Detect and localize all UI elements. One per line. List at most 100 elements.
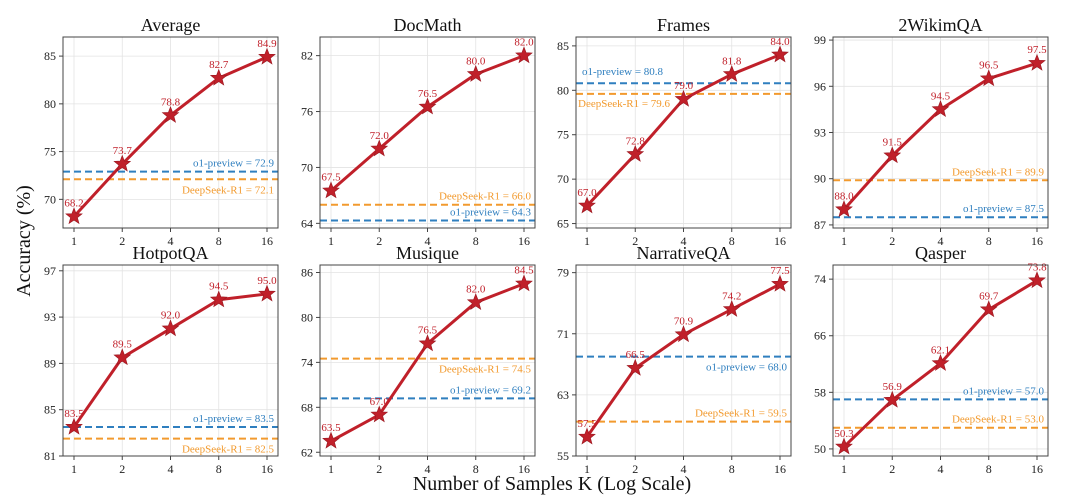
x-tick-label: 16	[518, 462, 530, 476]
data-point-star	[322, 431, 340, 449]
data-label: 92.0	[161, 310, 181, 322]
x-tick-label: 16	[774, 234, 786, 248]
data-label: 82.0	[466, 283, 486, 295]
plot-frame	[62, 264, 279, 457]
data-label: 84.5	[514, 265, 534, 277]
x-tick-label: 1	[584, 462, 590, 476]
data-point-star	[113, 154, 132, 172]
x-tick-label: 4	[938, 462, 944, 476]
x-tick-label: 1	[328, 462, 334, 476]
data-point-star	[931, 353, 950, 371]
x-tick-label: 4	[168, 462, 174, 476]
panel-average: Average 1 2 4 8 16 70 75 80 85 o1-preview = 72.9 De…	[44, 15, 279, 248]
y-tick-label: 82	[301, 49, 313, 63]
y-tick-label: 55	[557, 449, 569, 463]
y-tick-label: 99	[814, 33, 826, 47]
y-tick-label: 64	[301, 216, 313, 230]
x-tick-label: 16	[1031, 462, 1043, 476]
data-label: 79.0	[674, 80, 694, 92]
x-tick-label: 1	[584, 234, 590, 248]
panel-title-2wikimqa: 2WikimQA	[898, 15, 982, 35]
data-label: 67.0	[577, 187, 597, 199]
ref-label-o1-preview: o1-preview = 72.9	[193, 158, 275, 170]
plot-frame	[575, 36, 792, 229]
data-label: 77.5	[770, 265, 790, 277]
data-point-star	[674, 325, 693, 343]
plot-frame	[832, 264, 1049, 457]
y-tick-label: 50	[814, 442, 826, 456]
panel-title-qasper: Qasper	[915, 243, 966, 263]
ref-label-o1-preview: o1-preview = 80.8	[582, 66, 664, 78]
data-label: 67.0	[370, 396, 390, 408]
y-tick-label: 85	[557, 39, 569, 53]
data-point-star	[931, 100, 950, 117]
data-point-star	[515, 46, 533, 64]
plot-frame	[62, 36, 279, 229]
x-tick-label: 8	[729, 462, 735, 476]
panel-title-hotpotqa: HotpotQA	[133, 243, 209, 263]
x-tick-label: 2	[889, 462, 895, 476]
data-point-star	[1028, 271, 1046, 289]
data-label: 89.5	[113, 339, 133, 351]
x-tick-label: 4	[425, 234, 431, 248]
y-tick-label: 71	[557, 327, 569, 341]
y-tick-label: 97	[44, 264, 56, 278]
data-label: 67.5	[321, 172, 341, 184]
panel-musique: Musique 1 2 4 8 16 62 68 74 80 86 DeepSeek-R1 = 74.…	[301, 243, 536, 476]
x-tick-label: 1	[841, 234, 847, 248]
data-label: 91.5	[883, 137, 903, 149]
y-tick-label: 63	[557, 388, 569, 402]
y-tick-label: 80	[301, 310, 313, 324]
data-label: 95.0	[257, 275, 277, 287]
data-point-star	[883, 146, 902, 164]
y-tick-label: 65	[557, 217, 569, 231]
data-label: 73.8	[1027, 262, 1047, 274]
data-label: 69.7	[979, 291, 999, 303]
y-tick-label: 90	[814, 172, 826, 186]
y-tick-label: 93	[44, 310, 56, 324]
data-point-star	[722, 64, 741, 82]
data-point-star	[835, 437, 853, 455]
data-point-star	[979, 300, 998, 318]
data-label: 78.8	[161, 96, 181, 108]
data-label: 81.8	[722, 55, 742, 67]
ref-label-o1-preview: o1-preview = 87.5	[963, 203, 1045, 215]
panel-docmath: DocMath 1 2 4 8 16 64 70 76 82 DeepSeek-R1 = 66.0 o…	[301, 15, 536, 248]
x-tick-label: 16	[518, 234, 530, 248]
data-label: 76.5	[418, 88, 438, 100]
data-label: 70.9	[674, 316, 694, 328]
data-label: 76.5	[418, 325, 438, 337]
data-point-star	[722, 299, 741, 317]
panel-title-frames: Frames	[657, 15, 710, 35]
x-tick-label: 4	[681, 462, 687, 476]
data-point-star	[771, 274, 789, 292]
x-tick-label: 1	[328, 234, 334, 248]
x-tick-label: 1	[71, 462, 77, 476]
panel-title-average: Average	[141, 15, 201, 35]
x-axis-title: Number of Samples K (Log Scale)	[413, 473, 691, 495]
data-point-star	[209, 68, 228, 86]
panel-narrativeqa: NarrativeQA 1 2 4 8 16 55 63 71 79 o1-preview = 68…	[557, 243, 792, 476]
data-point-star	[209, 290, 228, 308]
data-point-star	[161, 105, 180, 123]
data-label: 83.5	[64, 408, 84, 420]
data-label: 94.5	[931, 90, 951, 102]
y-axis-title: Accuracy (%)	[13, 185, 35, 297]
panel-qasper: Qasper 1 2 4 8 16 50 58 66 74 o1-preview = 57.0 Dee…	[814, 243, 1049, 476]
ref-label-deepseek-r1: DeepSeek-R1 = 66.0	[439, 191, 532, 203]
data-point-star	[370, 405, 389, 423]
data-point-star	[578, 196, 596, 214]
x-tick-label: 8	[986, 234, 992, 248]
ref-label-deepseek-r1: DeepSeek-R1 = 89.9	[952, 166, 1045, 178]
data-point-star	[258, 47, 276, 65]
x-tick-label: 16	[261, 462, 273, 476]
panel-title-musique: Musique	[396, 243, 459, 263]
data-label: 62.1	[931, 344, 950, 356]
panel-frames: Frames 1 2 4 8 16 65 70 75 80 85 o1-preview = 80.8 D…	[557, 15, 792, 248]
y-tick-label: 81	[44, 449, 56, 463]
x-tick-label: 1	[841, 462, 847, 476]
y-tick-label: 68	[301, 400, 313, 414]
panel-title-narrativeqa: NarrativeQA	[637, 243, 731, 263]
x-tick-label: 8	[473, 462, 479, 476]
y-tick-label: 85	[44, 403, 56, 417]
